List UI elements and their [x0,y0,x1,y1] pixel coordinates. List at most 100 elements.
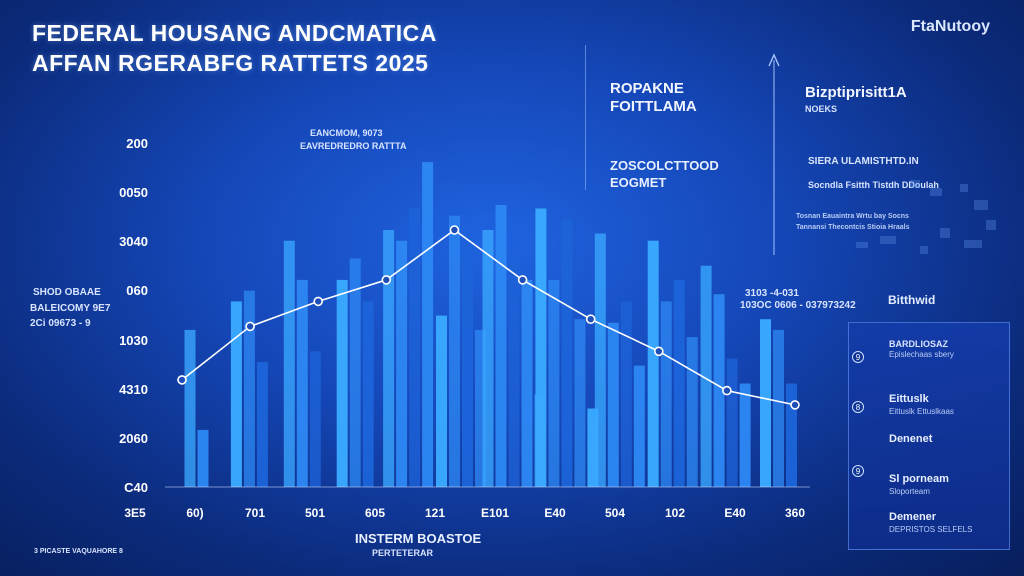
bar [482,230,494,487]
legend-marker: 9 [852,465,864,477]
trend-point [381,275,392,285]
x-tick-label: E101 [480,506,510,520]
legend-panel: BARDLIOSAZ Epislechaas sbery 9 Eittuslk … [848,322,1010,550]
legend-marker: 9 [852,351,864,363]
bar [686,337,698,487]
y-tick-label: 4310 [119,381,148,397]
bar [475,329,486,487]
trend-point [790,400,800,410]
bar [587,408,599,487]
trend-markers [177,225,800,410]
annotation-right-line-2: Socndla Fsitth Tistdh DDoulah [808,180,939,190]
bar [197,429,209,487]
bar [436,315,447,487]
bar [396,240,408,487]
bar [495,205,507,487]
trend-point [585,314,596,325]
bar [309,351,321,487]
annotation-top-left-2: EAVREDREDRO RATTTA [300,141,407,151]
annotation-right-line-1: SIERA ULAMISTHTD.IN [808,156,919,167]
annotation-left-side-3: 2Ci 09673 - 9 [30,318,91,329]
bar [786,383,797,487]
y-tick-label: 0050 [119,185,148,201]
annotation-mid-block-1: ROPAKNE [610,80,684,97]
legend-item-label: BARDLIOSAZ [889,339,948,349]
bar [508,258,520,487]
annotation-right-line-4: Tannansi Thecontcis Stioia Hraals [796,224,910,231]
legend-item: Denenet [889,431,932,447]
annotation-right-mid-2: 103OC 0606 - 037973242 [740,300,856,311]
annotation-right-top-1: Bizptiprisitt1A [805,84,907,101]
annotation-right-top-2: NOEKS [805,104,838,114]
annotation-right-line-3: Tosnan Eauaintra Wrtu bay Socns [796,213,909,220]
bar [409,208,421,487]
bar [594,233,606,487]
brand-logo-text: FtaNutooy [910,18,990,35]
bar [713,294,725,487]
y-tick-label: 2060 [119,430,148,446]
trend-point [653,346,664,357]
trend-point [245,321,255,332]
vertical-divider [585,45,586,190]
x-tick-label: 504 [604,506,626,520]
trend-point [313,296,324,307]
x-tick-label: 360 [784,506,806,520]
y-tick-label: 200 [126,136,148,151]
pixel-pattern-decoration [856,180,996,254]
title-line-2: AFFAN RGERABFG RATTETS 2025 [32,50,429,76]
arrow-up-icon [768,53,780,255]
annotation-right-mid-1: 3103 -4-031 [745,288,799,299]
legend-item: BARDLIOSAZ Epislechaas sbery [889,339,954,359]
bar [535,208,547,487]
y-tick-label: 060 [126,283,148,299]
legend-item-label: Denenet [889,433,933,445]
bar [283,240,295,487]
legend-marker: 8 [852,401,864,413]
legend-item-sub: DEPRISTOS SELFELS [889,525,973,534]
bar [521,279,533,487]
bar [561,219,573,488]
bar [647,240,659,487]
bar [422,162,434,487]
bar [256,362,268,487]
x-tick-label: 121 [424,506,446,520]
bar [383,230,395,487]
y-tick-label: 1030 [119,332,148,348]
bar [336,279,348,487]
annotation-bottom-center-1: INSTERM BOASTOE [355,531,482,546]
bar [633,365,645,487]
annotation-bottom-center-2: PERTETERAR [372,548,434,558]
annotation-top-left-1: EANCMOM, 9073 [310,128,383,138]
trend-line [181,229,796,406]
bar [607,322,619,487]
bar [574,319,586,487]
bar [673,279,685,487]
trend-point [722,385,732,396]
x-tick-label: 605 [364,506,386,520]
legend-item-label: Eittuslk [889,393,929,405]
bar [739,383,751,487]
bar [760,319,771,487]
legend-item-sub: Epislechaas sbery [889,350,954,359]
bar [296,279,308,487]
legend-item-label: Sl porneam [889,473,949,485]
legend-item: Demener DEPRISTOS SELFELS [889,509,972,534]
bar [184,329,196,487]
legend-item: Sl porneam Sloporteam [889,471,949,496]
annotation-mid-block-4: EOGMET [610,175,667,190]
bar [243,290,255,487]
x-tick-label: 60) [186,506,204,520]
annotation-mid-block-2: FOITTLAMA [610,98,697,115]
legend-title: Bitthwid [888,293,936,307]
bar [773,329,784,487]
bar [620,301,632,487]
annotation-mid-block-3: ZOSCOLCTTOOD [610,158,719,173]
trend-point [517,275,528,285]
annotation-left-side-1: SHOD OBAAE [33,287,101,298]
bar [726,358,738,487]
bar [349,258,361,487]
bar [700,265,712,487]
legend-item-sub: Sloporteam [889,487,930,496]
trend-point [177,375,187,385]
